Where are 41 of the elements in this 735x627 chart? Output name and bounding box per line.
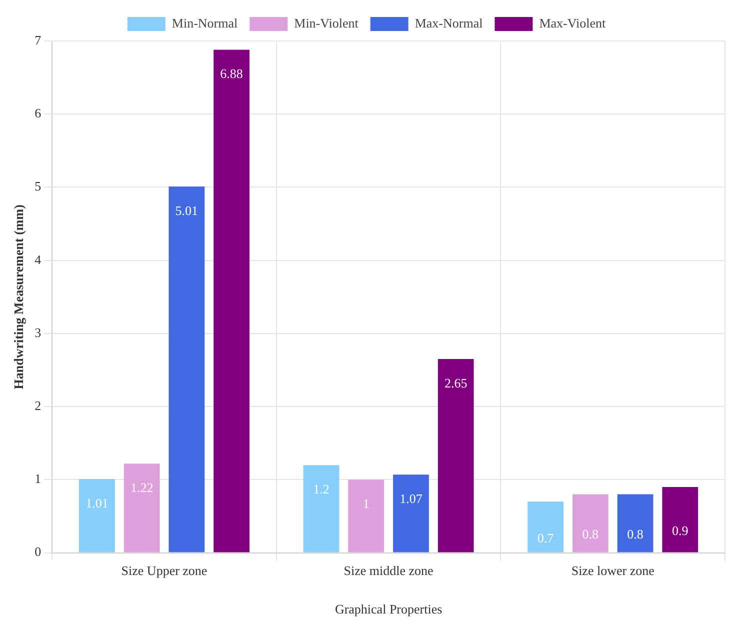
legend-label: Min-Normal xyxy=(172,15,238,30)
bar xyxy=(572,494,608,552)
x-tick-label: Size lower zone xyxy=(571,563,655,578)
data-label: 0.7 xyxy=(537,530,554,546)
x-tick-label: Size middle zone xyxy=(344,563,434,578)
legend-label: Max-Violent xyxy=(539,15,606,30)
y-axis-title: Handwriting Measurement (mm) xyxy=(11,204,26,390)
legend-label: Max-Normal xyxy=(414,15,484,30)
data-label: 0.8 xyxy=(627,526,644,542)
data-label: 5.01 xyxy=(175,202,198,218)
bar xyxy=(303,465,340,552)
y-tick-label: 1 xyxy=(34,471,42,486)
data-label: 0.9 xyxy=(672,523,688,538)
bar xyxy=(79,478,115,552)
y-tick-label: 0 xyxy=(34,544,42,560)
bar xyxy=(124,464,160,552)
legend-label: Min-Violent xyxy=(294,15,359,30)
y-tick-label: 7 xyxy=(34,32,42,48)
data-label: 1.07 xyxy=(400,490,423,506)
y-tick-label: 3 xyxy=(34,324,42,340)
data-label: 2.65 xyxy=(444,375,468,390)
data-label: 1 xyxy=(362,496,370,512)
y-tick-label: 2 xyxy=(34,398,42,413)
data-label: 1.01 xyxy=(86,495,108,510)
bar xyxy=(393,474,429,552)
data-label: 1.2 xyxy=(313,481,330,496)
x-axis-title: Graphical Properties xyxy=(334,602,442,617)
y-tick-label: 5 xyxy=(34,178,42,194)
bar xyxy=(214,50,250,552)
bar xyxy=(617,494,654,552)
x-tick-label: Size Upper zone xyxy=(121,563,208,578)
bar xyxy=(662,486,698,552)
y-tick-label: 6 xyxy=(34,106,42,121)
bar xyxy=(348,480,384,552)
data-label: 6.88 xyxy=(220,66,243,82)
y-tick-label: 4 xyxy=(34,252,42,267)
bar xyxy=(438,359,474,552)
data-label: 0.8 xyxy=(582,526,599,542)
data-label: 1.22 xyxy=(130,480,154,496)
bar xyxy=(528,502,564,552)
bar xyxy=(168,186,205,552)
